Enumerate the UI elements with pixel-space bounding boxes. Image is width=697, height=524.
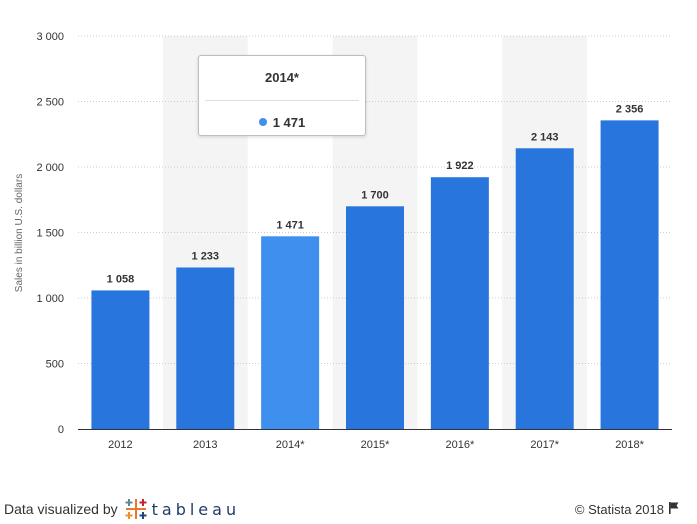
tooltip-title: 2014* (265, 70, 299, 85)
bar-2014[interactable] (261, 236, 320, 429)
x-axis-ticks: 2012 2013 2014* 2015* 2016* 2017* 2018* (108, 439, 644, 451)
y-axis-ticks: 0 500 1 000 1 500 2 000 2 500 3 000 (36, 31, 64, 436)
data-labels: 1 058 1 233 1 471 1 700 1 922 2 143 2 356 (107, 103, 644, 285)
y-tick-label: 0 (58, 424, 64, 436)
y-tick-label: 3 000 (36, 31, 64, 43)
data-label: 1 471 (276, 219, 304, 231)
tooltip-value: 1 471 (272, 115, 306, 130)
bar-2013[interactable] (176, 267, 235, 429)
y-tick-label: 1 500 (36, 228, 64, 240)
data-label: 2 143 (531, 131, 559, 143)
data-label: 1 700 (361, 189, 389, 201)
data-label: 1 922 (446, 160, 474, 172)
statista-credit[interactable]: © Statista 2018 (575, 498, 679, 520)
x-tick-label: 2018* (615, 439, 644, 451)
tooltip-row: 1 471 (199, 115, 365, 130)
tableau-cross-icon (125, 499, 147, 519)
x-tick-label: 2016* (445, 439, 474, 451)
flag-icon (669, 501, 679, 517)
series-dot-icon (258, 118, 267, 126)
y-tick-label: 2 500 (36, 97, 64, 109)
bars (91, 120, 659, 429)
bar-2017[interactable] (515, 148, 574, 429)
x-tick-label: 2012 (108, 439, 132, 451)
data-label: 1 058 (107, 273, 135, 285)
bar-2012[interactable] (91, 290, 150, 429)
bar-2018[interactable] (600, 120, 659, 429)
tableau-logo: tableau (124, 497, 240, 521)
y-tick-label: 2 000 (36, 162, 64, 174)
tooltip: 2014* 1 471 (198, 55, 366, 136)
data-label: 2 356 (616, 103, 644, 115)
tableau-credit[interactable]: Data visualized by tableau (4, 498, 240, 520)
copyright-text: © Statista 2018 (574, 501, 664, 517)
x-tick-label: 2013 (193, 439, 217, 451)
tooltip-divider (205, 100, 359, 101)
bar-2016[interactable] (430, 177, 489, 429)
y-tick-label: 1 000 (36, 293, 64, 305)
x-tick-label: 2015* (361, 439, 390, 451)
bar-2015[interactable] (346, 206, 404, 429)
x-tick-label: 2017* (530, 439, 559, 451)
credit-text: Data visualized by (4, 501, 118, 517)
y-tick-label: 500 (46, 359, 64, 371)
data-label: 1 233 (192, 250, 220, 262)
x-tick-label: 2014* (276, 439, 305, 451)
y-axis-label: Sales in billion U.S. dollars (14, 174, 25, 292)
tableau-wordmark: tableau (151, 499, 241, 519)
